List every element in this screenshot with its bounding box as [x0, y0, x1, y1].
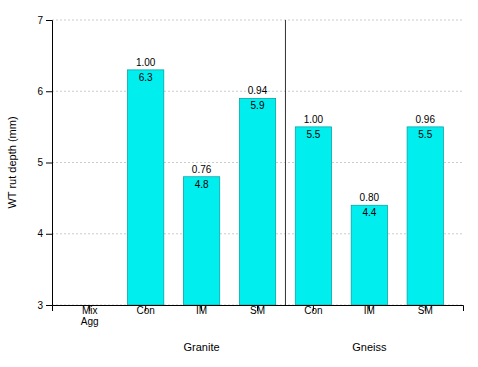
- tick-mark: [46, 305, 52, 306]
- value-label: 6.3: [139, 72, 153, 83]
- tick-label-line: SM: [250, 305, 265, 316]
- grid: [52, 20, 463, 305]
- tick-label: 5: [37, 157, 43, 168]
- ratio-label: 1.00: [136, 57, 156, 68]
- bar: [407, 127, 443, 305]
- tick-label: SM: [418, 305, 433, 316]
- tick-label: MixAgg: [81, 305, 99, 327]
- y-axis: 3 4 5 6 7: [37, 15, 52, 311]
- chart: 3 4 5 6 7 MixAgg Con IM SM Con IM SM 6.3 1.00 4.8 0.76 5…: [0, 0, 478, 367]
- value-label: 4.4: [362, 207, 376, 218]
- group-divider: [285, 20, 286, 305]
- y-tick: 7: [37, 15, 52, 26]
- value-label: 4.8: [195, 179, 209, 190]
- x-tick: SM: [418, 305, 433, 316]
- value-label: 5.9: [251, 100, 265, 111]
- x-tick: IM: [196, 305, 207, 316]
- x-axis: MixAgg Con IM SM Con IM SM: [53, 305, 464, 327]
- tick-label: 3: [37, 300, 43, 311]
- tick-label-line: Con: [136, 305, 154, 316]
- x-tick: Con: [304, 305, 322, 316]
- y-tick: 5: [37, 157, 52, 168]
- x-tick: IM: [364, 305, 375, 316]
- y-tick: 3: [37, 300, 52, 311]
- tick-label: IM: [364, 305, 375, 316]
- tick-label-line: IM: [364, 305, 375, 316]
- tick-mark: [46, 20, 52, 21]
- ratio-label: 0.76: [192, 164, 212, 175]
- tick-label-line: Con: [304, 305, 322, 316]
- value-label: 5.5: [418, 129, 432, 140]
- group-label: Gneiss: [352, 341, 387, 353]
- tick-label: IM: [196, 305, 207, 316]
- tick-mark: [46, 91, 52, 92]
- grid-line: [52, 20, 463, 21]
- tick-label-line: IM: [196, 305, 207, 316]
- data-labels: 6.3 1.00 4.8 0.76 5.9 0.94 5.5 1.00 4.4 0.80 5.5 0.…: [136, 57, 435, 218]
- y-tick: 4: [37, 228, 52, 239]
- tick-label: Con: [136, 305, 154, 316]
- tick-label-line: Agg: [81, 316, 99, 327]
- ratio-label: 0.96: [416, 114, 436, 125]
- tick-label: SM: [250, 305, 265, 316]
- value-label: 5.5: [306, 129, 320, 140]
- tick-label: 4: [37, 228, 43, 239]
- tick-label: 7: [37, 15, 43, 26]
- axis-line: [46, 21, 53, 306]
- bar: [239, 98, 275, 305]
- x-tick: SM: [250, 305, 265, 316]
- x-tick: MixAgg: [81, 305, 99, 327]
- bar: [295, 127, 331, 305]
- x-tick: Con: [136, 305, 154, 316]
- ratio-label: 0.80: [360, 192, 380, 203]
- bar: [351, 205, 387, 305]
- tick-label: 6: [37, 86, 43, 97]
- ratio-label: 1.00: [304, 114, 324, 125]
- tick-label: Con: [304, 305, 322, 316]
- bar: [127, 70, 163, 305]
- tick-label-line: SM: [418, 305, 433, 316]
- tick-label-line: Mix: [82, 305, 98, 316]
- group-label: Granite: [184, 341, 220, 353]
- plot: 3 4 5 6 7 MixAgg Con IM SM Con IM SM 6.3 1.00 4.8 0.76 5…: [6, 15, 464, 353]
- y-tick: 6: [37, 86, 52, 97]
- bar: [183, 177, 219, 305]
- tick-mark: [46, 234, 52, 235]
- y-axis-title: WT rut depth (mm): [6, 116, 18, 208]
- tick-mark: [46, 163, 52, 164]
- ratio-label: 0.94: [248, 85, 268, 96]
